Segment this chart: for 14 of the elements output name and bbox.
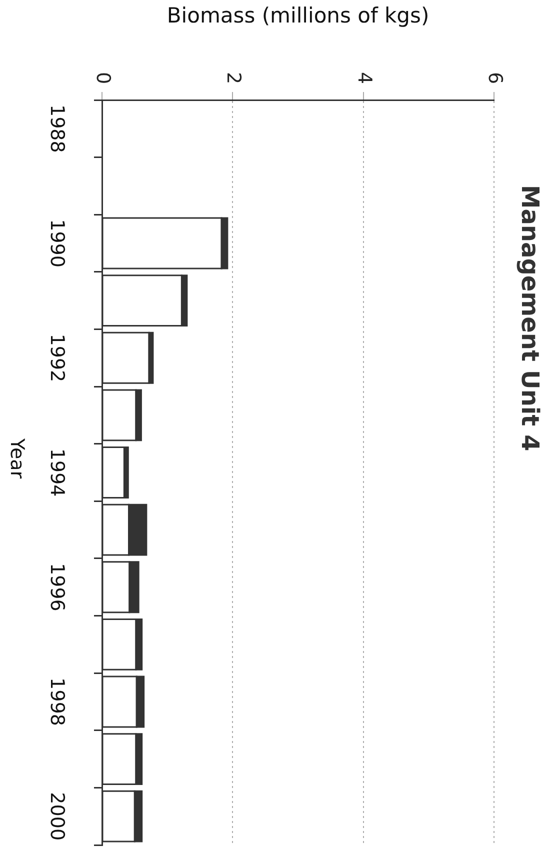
y-tick-label: 2000 <box>46 792 68 841</box>
x-tick-label: 6 <box>484 72 506 84</box>
x-axis-title: Biomass (millions of kgs) <box>166 3 430 28</box>
y-tick-label: 1994 <box>46 448 68 497</box>
y-tick-label: 1990 <box>46 219 68 268</box>
y-tick-label: 1992 <box>46 334 68 382</box>
text: Management Unit 4 <box>516 184 544 452</box>
x-tick-label: 0 <box>92 72 114 84</box>
y-tick-label: 1998 <box>46 678 68 726</box>
y-tick-label: 1988 <box>46 104 68 153</box>
y-tick-label: 1996 <box>46 562 68 612</box>
x-tick-label: 4 <box>353 72 376 84</box>
x-tick-label: 2 <box>222 72 245 84</box>
y-axis-title: Year <box>6 437 28 479</box>
